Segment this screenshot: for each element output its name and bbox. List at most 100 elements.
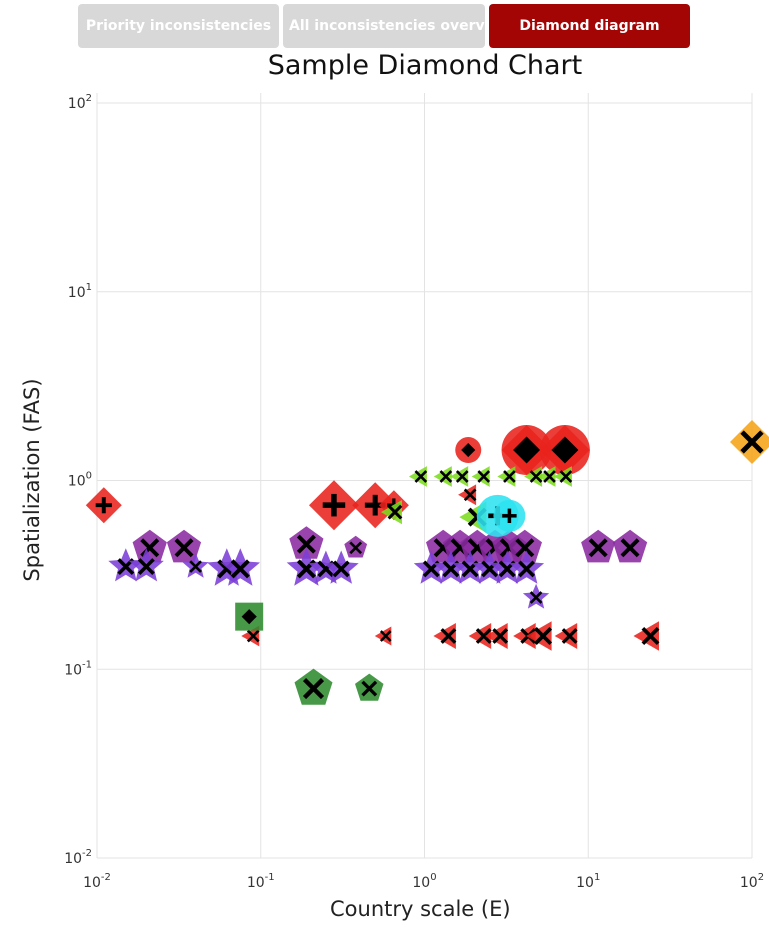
triangle-marker <box>524 466 543 487</box>
y-tick-label: 102 <box>68 93 92 112</box>
x-mark <box>189 560 202 573</box>
x-mark <box>440 628 457 644</box>
data-point <box>241 625 260 647</box>
data-point <box>289 526 324 559</box>
x-mark <box>503 470 516 483</box>
x-mark <box>740 430 764 454</box>
y-tick-label: 10-2 <box>64 848 92 867</box>
data-points <box>85 420 769 705</box>
data-point <box>166 529 202 563</box>
x-mark <box>332 560 350 578</box>
x-tick-label: 101 <box>576 872 600 891</box>
x-mark <box>455 470 469 483</box>
data-point <box>730 420 769 464</box>
triangle-marker <box>497 466 516 487</box>
data-point <box>509 550 545 584</box>
triangle-marker <box>537 466 556 487</box>
data-point <box>374 626 392 646</box>
x-mark <box>302 678 325 700</box>
y-axis-label: Spatialization (FAS) <box>20 378 44 582</box>
x-mark <box>349 541 363 555</box>
triangle-marker <box>241 625 260 647</box>
x-mark <box>379 630 392 642</box>
data-point <box>581 529 616 563</box>
x-mark <box>559 470 573 483</box>
x-mark <box>588 538 608 558</box>
triangle-marker <box>526 621 552 651</box>
data-point <box>182 552 209 578</box>
data-point <box>220 548 260 586</box>
x-mark <box>414 470 428 483</box>
data-point <box>633 621 660 651</box>
triangle-marker <box>433 623 456 649</box>
data-point <box>132 529 167 563</box>
dash-mark <box>513 436 541 464</box>
dash-mark <box>241 609 257 625</box>
x-mark <box>475 628 492 644</box>
x-tick-label: 10-2 <box>83 872 111 891</box>
y-tick-label: 10-1 <box>64 659 92 678</box>
x-mark <box>543 470 556 483</box>
data-point <box>408 466 428 487</box>
data-point <box>309 480 359 531</box>
data-point <box>433 623 457 649</box>
data-point <box>294 668 333 705</box>
data-point <box>485 623 509 649</box>
axis-ticks: 10-2 10-1 100 101 102 10-2 10-1 100 101 102 <box>64 93 764 891</box>
data-point <box>522 583 550 609</box>
x-mark <box>246 629 260 643</box>
x-mark <box>477 470 491 483</box>
x-mark <box>137 558 155 576</box>
data-point <box>524 466 543 487</box>
x-mark <box>463 488 477 502</box>
dash-mark <box>461 443 476 458</box>
x-mark <box>529 470 543 483</box>
triangle-marker <box>374 626 392 646</box>
x-mark <box>230 559 250 579</box>
data-point <box>526 621 553 651</box>
x-mark <box>492 628 509 644</box>
data-point <box>344 535 368 558</box>
data-point <box>497 466 516 487</box>
x-mark <box>174 538 194 558</box>
triangle-marker <box>471 466 490 487</box>
x-mark <box>361 680 378 697</box>
x-mark <box>515 538 535 558</box>
x-mark <box>439 470 453 483</box>
data-point <box>471 466 491 487</box>
triangle-marker <box>485 623 508 649</box>
triangle-marker <box>468 623 492 649</box>
triangle-marker <box>633 621 659 651</box>
data-point <box>539 425 590 476</box>
x-mark <box>641 627 660 645</box>
data-point <box>493 499 526 532</box>
triangle-marker <box>513 623 536 649</box>
x-tick-label: 10-1 <box>247 872 275 891</box>
x-mark <box>561 628 578 644</box>
x-mark <box>529 591 543 604</box>
data-point <box>537 466 556 487</box>
x-tick-label: 100 <box>412 872 436 891</box>
data-point <box>323 550 359 584</box>
y-tick-label: 100 <box>68 471 92 490</box>
tab-all-inconsistencies-overview[interactable]: All inconsistencies overview <box>283 4 485 48</box>
x-tick-label: 102 <box>740 872 764 891</box>
data-point <box>235 602 264 631</box>
data-point <box>501 425 552 476</box>
x-mark <box>296 534 316 554</box>
data-point <box>458 484 477 506</box>
triangle-marker <box>554 623 578 649</box>
data-point <box>612 529 648 563</box>
data-point <box>381 500 403 525</box>
data-point <box>553 466 573 487</box>
data-point <box>554 623 578 649</box>
data-point <box>433 466 453 487</box>
data-point <box>450 466 469 487</box>
y-tick-label: 101 <box>68 282 92 301</box>
data-point <box>128 548 164 582</box>
dash-mark <box>551 436 579 464</box>
tab-priority-inconsistencies[interactable]: Priority inconsistencies <box>78 4 279 48</box>
tab-diamond-diagram[interactable]: Diamond diagram <box>489 4 690 48</box>
triangle-marker <box>450 466 469 487</box>
